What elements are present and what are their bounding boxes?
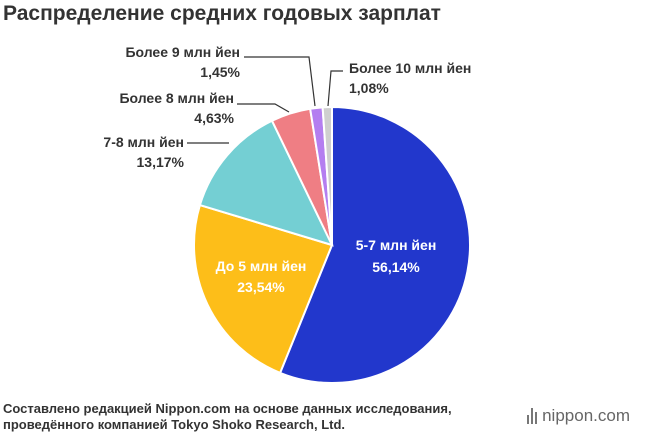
slice-label: 5-7 млн йен bbox=[356, 237, 437, 253]
brand-logo: nippon .com bbox=[527, 406, 630, 426]
leader-line bbox=[237, 103, 290, 113]
slice-value-label: 13,17% bbox=[137, 154, 185, 170]
source-line-2: проведённого компанией Tokyo Shoko Resea… bbox=[3, 417, 346, 432]
pie-slice-более-10-млн-йен bbox=[321, 105, 333, 246]
slice-label: 7-8 млн йен bbox=[103, 134, 184, 150]
brand-name: nippon bbox=[542, 406, 594, 425]
leader-line bbox=[244, 56, 316, 107]
chart-title: Распределение средних годовых зарплат bbox=[3, 2, 441, 25]
slice-label: Более 9 млн йен bbox=[125, 44, 240, 60]
slice-value-label: 1,45% bbox=[200, 64, 240, 80]
pie-slice-7-8-млн-йен bbox=[198, 119, 334, 247]
brand-suffix: .com bbox=[593, 406, 630, 425]
slice-label: Более 10 млн йен bbox=[349, 60, 471, 76]
logo-bars-icon bbox=[527, 408, 538, 424]
slice-label: Более 8 млн йен bbox=[119, 90, 234, 106]
slice-value-label: 23,54% bbox=[237, 279, 285, 295]
slice-label: До 5 млн йен bbox=[216, 258, 307, 274]
slice-value-label: 4,63% bbox=[194, 110, 234, 126]
slice-value-label: 1,08% bbox=[349, 80, 389, 96]
pie-slice-5-7-млн-йен bbox=[278, 105, 471, 384]
source-note: Составлено редакцией Nippon.com на основ… bbox=[3, 401, 452, 433]
slice-value-label: 56,14% bbox=[372, 259, 420, 275]
pie-slice-до-5-млн-йен bbox=[193, 203, 334, 375]
source-line-1: Составлено редакцией Nippon.com на основ… bbox=[3, 401, 452, 416]
leader-line bbox=[327, 70, 343, 107]
